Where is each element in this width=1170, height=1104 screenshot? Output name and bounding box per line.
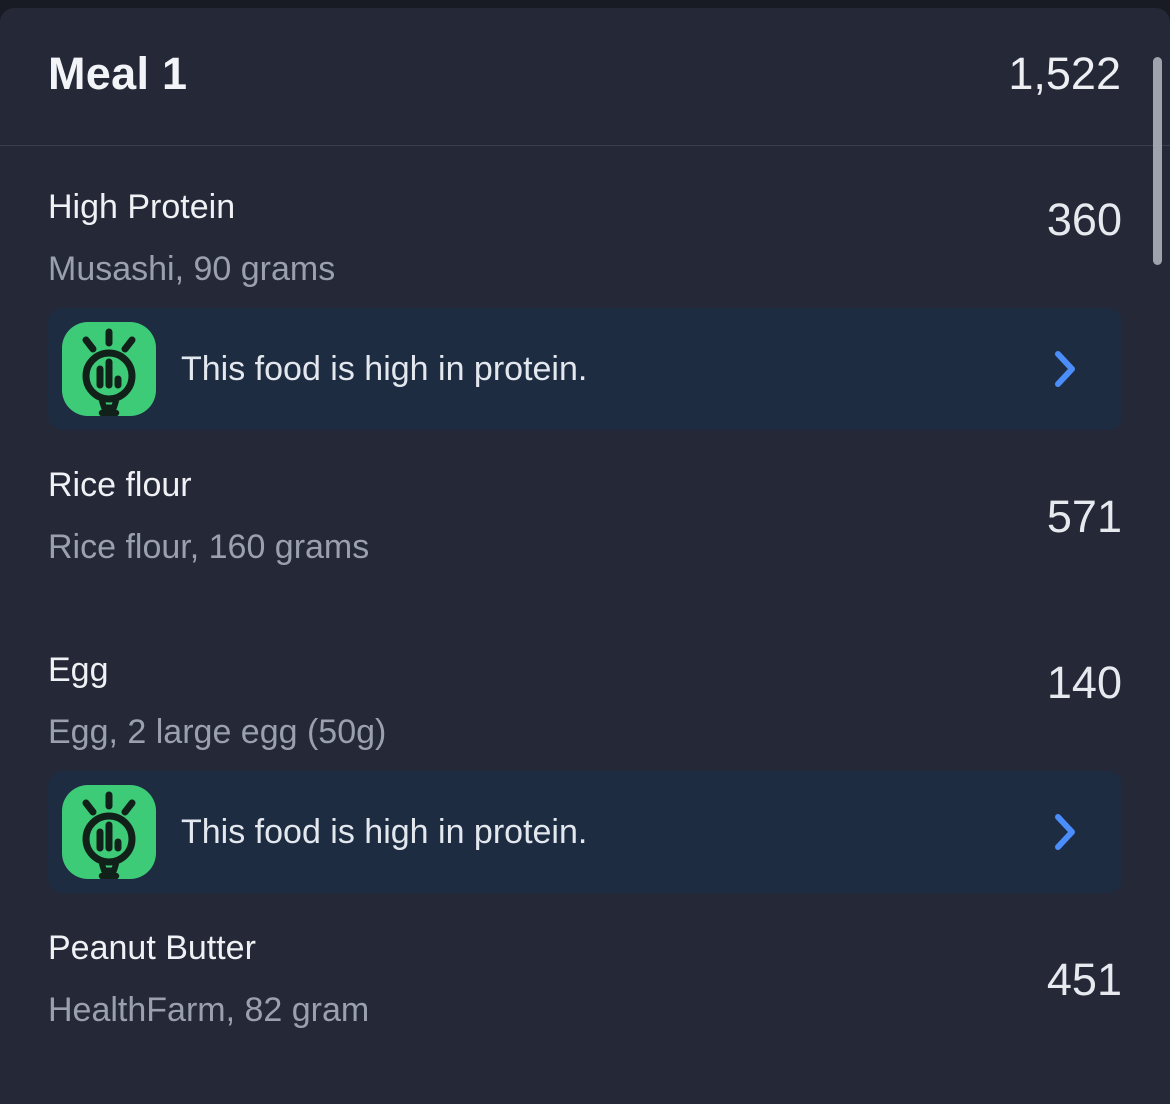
- food-row-summary: High Protein Musashi, 90 grams 360: [48, 188, 1122, 289]
- food-texts: Egg Egg, 2 large egg (50g): [48, 651, 386, 752]
- food-row[interactable]: Peanut Butter HealthFarm, 82 gram 451: [0, 929, 1170, 1104]
- food-row[interactable]: Egg Egg, 2 large egg (50g) 140 T: [0, 651, 1170, 929]
- food-calories: 571: [1046, 490, 1122, 542]
- food-detail: Musashi, 90 grams: [48, 250, 336, 288]
- header-divider: [0, 145, 1170, 146]
- food-detail: Egg, 2 large egg (50g): [48, 713, 387, 751]
- food-texts: Peanut Butter HealthFarm, 82 gram: [48, 929, 369, 1030]
- food-name: Peanut Butter: [48, 929, 256, 967]
- food-detail: HealthFarm, 82 gram: [48, 991, 370, 1029]
- meal-card: Meal 1 1,522 High Protein Musashi, 90 gr…: [0, 8, 1170, 1104]
- food-texts: High Protein Musashi, 90 grams: [48, 188, 335, 289]
- scrollbar-thumb[interactable]: [1153, 57, 1162, 265]
- food-row-summary: Peanut Butter HealthFarm, 82 gram 451: [48, 929, 1122, 1030]
- food-calories: 140: [1046, 657, 1122, 708]
- food-row[interactable]: High Protein Musashi, 90 grams 360: [0, 188, 1170, 466]
- food-name: Rice flour: [48, 466, 192, 504]
- lightbulb-chart-icon: [62, 785, 156, 879]
- protein-insight-banner[interactable]: This food is high in protein.: [48, 771, 1122, 893]
- food-calories: 451: [1046, 953, 1122, 1005]
- meal-title: Meal 1: [48, 47, 188, 99]
- lightbulb-chart-icon: [62, 322, 156, 416]
- food-row-summary: Egg Egg, 2 large egg (50g) 140: [48, 651, 1122, 752]
- food-name: Egg: [48, 651, 109, 689]
- insight-text: This food is high in protein.: [181, 349, 588, 388]
- meal-total-calories: 1,522: [1008, 47, 1121, 99]
- food-row[interactable]: Rice flour Rice flour, 160 grams 571: [0, 466, 1170, 651]
- chevron-right-icon: [1052, 348, 1078, 390]
- food-name: High Protein: [48, 188, 236, 226]
- chevron-right-icon: [1052, 811, 1078, 853]
- protein-insight-banner[interactable]: This food is high in protein.: [48, 308, 1122, 430]
- food-texts: Rice flour Rice flour, 160 grams: [48, 466, 369, 567]
- food-calories: 360: [1046, 194, 1122, 245]
- food-row-summary: Rice flour Rice flour, 160 grams 571: [48, 466, 1122, 567]
- food-list: High Protein Musashi, 90 grams 360: [0, 146, 1170, 1104]
- meal-header[interactable]: Meal 1 1,522: [0, 8, 1170, 145]
- food-detail: Rice flour, 160 grams: [48, 528, 370, 566]
- insight-text: This food is high in protein.: [181, 812, 588, 851]
